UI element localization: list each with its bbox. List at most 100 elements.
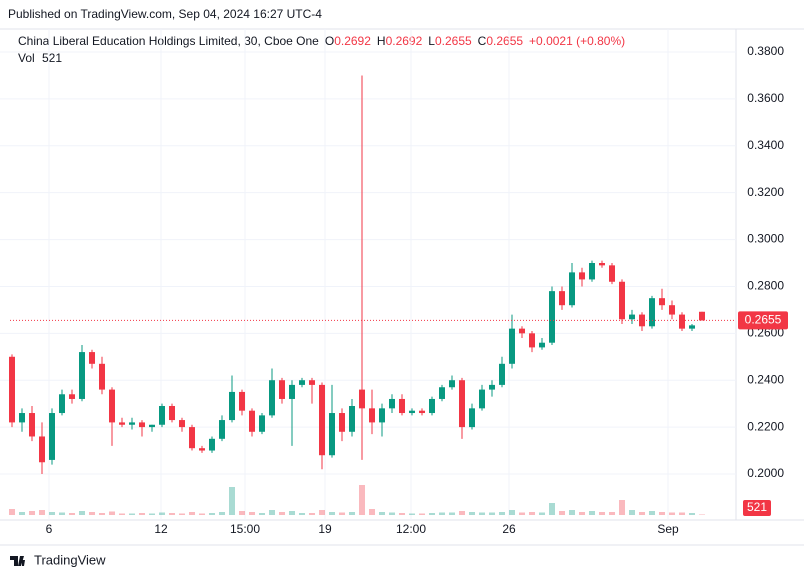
- y-tick-label: 0.3800: [747, 44, 784, 58]
- volume-bar: [49, 512, 55, 515]
- candle: [679, 312, 685, 331]
- volume-bar: [109, 511, 115, 515]
- candle: [529, 330, 535, 353]
- candle: [629, 309, 635, 324]
- last-price-label: 0.2655: [745, 313, 782, 327]
- legend-low: 0.2655: [435, 34, 472, 48]
- volume-bar: [559, 511, 565, 515]
- candle: [299, 377, 305, 388]
- volume-bar: [59, 512, 65, 515]
- volume-bar: [669, 512, 675, 515]
- candle: [489, 380, 495, 397]
- volume-bar: [379, 512, 385, 515]
- volume-bar: [549, 503, 555, 515]
- volume-bar: [159, 512, 165, 515]
- candle-body: [269, 380, 275, 416]
- candle: [449, 375, 455, 390]
- volume-bar: [479, 512, 485, 515]
- brand-name: TradingView: [34, 552, 106, 567]
- candle-body: [499, 363, 505, 385]
- volume-bar: [449, 512, 455, 515]
- candle: [149, 424, 155, 432]
- y-tick-label: 0.3400: [747, 138, 784, 152]
- candle-body: [139, 422, 145, 428]
- candle-body: [179, 420, 185, 428]
- x-tick-label: Sep: [657, 522, 679, 536]
- candle-body: [669, 305, 675, 315]
- candle: [379, 403, 385, 437]
- candle-body: [479, 389, 485, 409]
- volume-bar: [139, 513, 145, 515]
- candle-body: [539, 342, 545, 348]
- y-tick-label: 0.3600: [747, 91, 784, 105]
- candle-body: [609, 265, 615, 282]
- candle-body: [79, 352, 85, 399]
- volume-bar: [29, 511, 35, 515]
- candle-body: [89, 352, 95, 364]
- candle: [599, 260, 605, 268]
- volume-bar: [629, 510, 635, 515]
- candle: [329, 384, 335, 458]
- candle-body: [599, 263, 605, 266]
- volume-bar: [269, 510, 275, 515]
- candle: [159, 403, 165, 428]
- candle-body: [239, 391, 245, 411]
- volume-bar: [439, 512, 445, 515]
- candle-body: [339, 413, 345, 432]
- candle-body: [159, 405, 165, 425]
- x-tick-label: 19: [318, 522, 332, 536]
- volume-bar: [209, 513, 215, 515]
- last-price-box: [738, 311, 788, 330]
- candle-body: [509, 328, 515, 364]
- candle-body: [199, 448, 205, 451]
- candle: [79, 345, 85, 402]
- candle-body: [19, 413, 25, 423]
- candle-body: [59, 394, 65, 414]
- candle-body: [559, 291, 565, 306]
- legend-close: 0.2655: [486, 34, 523, 48]
- y-tick-label: 0.2800: [747, 279, 784, 293]
- candle-body: [489, 384, 495, 390]
- legend-change: +0.0021 (+0.80%): [529, 34, 625, 48]
- candle: [459, 377, 465, 439]
- legend-volume-label: Vol: [18, 51, 35, 65]
- legend-close-label: C: [478, 34, 487, 48]
- candle-body: [549, 291, 555, 343]
- candle: [699, 311, 705, 321]
- volume-bar: [309, 513, 315, 515]
- volume-bar: [129, 513, 135, 515]
- candle: [609, 263, 615, 285]
- volume-bar: [349, 512, 355, 515]
- candle-body: [529, 333, 535, 348]
- candle: [59, 389, 65, 416]
- y-tick-label: 0.3000: [747, 232, 784, 246]
- volume-bar: [79, 511, 85, 515]
- candle: [229, 375, 235, 423]
- candle-body: [589, 263, 595, 280]
- candle-body: [629, 314, 635, 320]
- candle-body: [369, 408, 375, 423]
- candle: [399, 394, 405, 416]
- last-volume-box: [743, 500, 771, 516]
- candle: [419, 408, 425, 416]
- brand-logo: [10, 556, 25, 566]
- volume-bar: [689, 513, 695, 515]
- candle-body: [319, 384, 325, 456]
- candle-body: [49, 413, 55, 460]
- candle: [109, 387, 115, 446]
- y-tick-label: 0.2400: [747, 372, 784, 386]
- legend-high-label: H: [377, 34, 386, 48]
- candle-body: [129, 422, 135, 425]
- volume-bar: [489, 512, 495, 515]
- candle-body: [379, 408, 385, 423]
- candle: [549, 286, 555, 346]
- candle-body: [219, 420, 225, 439]
- candle-body: [469, 408, 475, 428]
- candle: [509, 314, 515, 369]
- candle-body: [689, 325, 695, 329]
- candle: [169, 403, 175, 423]
- volume-bar: [519, 512, 525, 515]
- candle-body: [569, 272, 575, 306]
- candle: [189, 424, 195, 451]
- volume-bar: [19, 512, 25, 515]
